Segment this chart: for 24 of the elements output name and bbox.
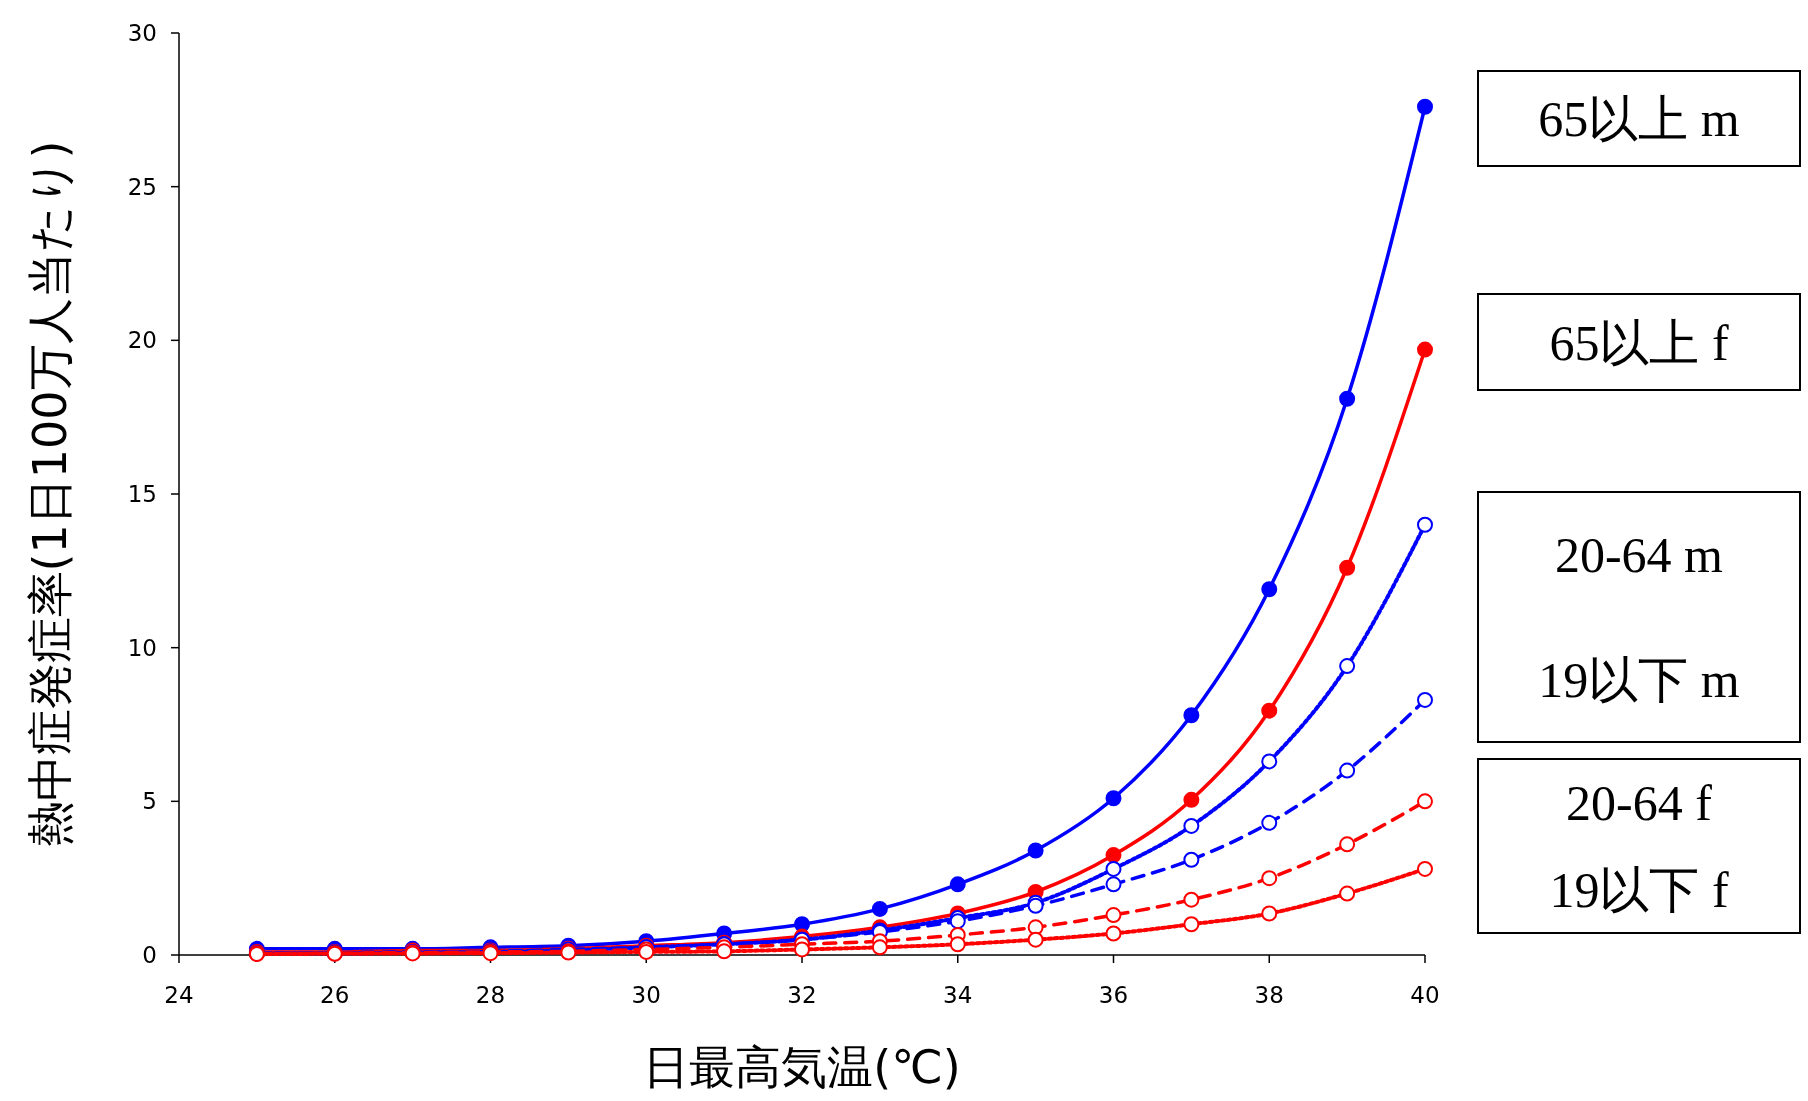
y-tick-label: 15 [127,481,157,508]
y-tick-label: 30 [127,20,157,47]
text: 65以上 f [1549,314,1729,371]
x-axis-title: 日最高気温(℃) [643,1040,961,1094]
x-tick-label: 32 [787,982,817,1008]
y-tick-label: 10 [127,634,157,661]
x-tick-label: 30 [631,982,661,1008]
x-tick-label: 28 [475,982,506,1008]
y-axis-title: 熱中症発症率(1日100万人当たり) [23,140,77,848]
x-tick-label: 26 [320,982,350,1008]
y-tick-label: 25 [127,173,157,200]
x-tick-label: 36 [1098,982,1129,1008]
y-tick-label: 20 [127,327,157,354]
text: 19以下 m [1538,652,1740,708]
text: 20-64 f [1566,775,1713,831]
text: 19以下 f [1549,862,1729,918]
x-tick-label: 24 [164,982,194,1008]
x-tick-label: 38 [1254,982,1284,1008]
text: 65以上 m [1538,91,1740,147]
text: 20-64 m [1554,527,1724,583]
y-tick-label: 0 [142,942,157,969]
x-tick-label: 34 [943,982,973,1008]
x-tick-label: 40 [1410,982,1440,1008]
y-tick-label: 5 [142,788,157,815]
